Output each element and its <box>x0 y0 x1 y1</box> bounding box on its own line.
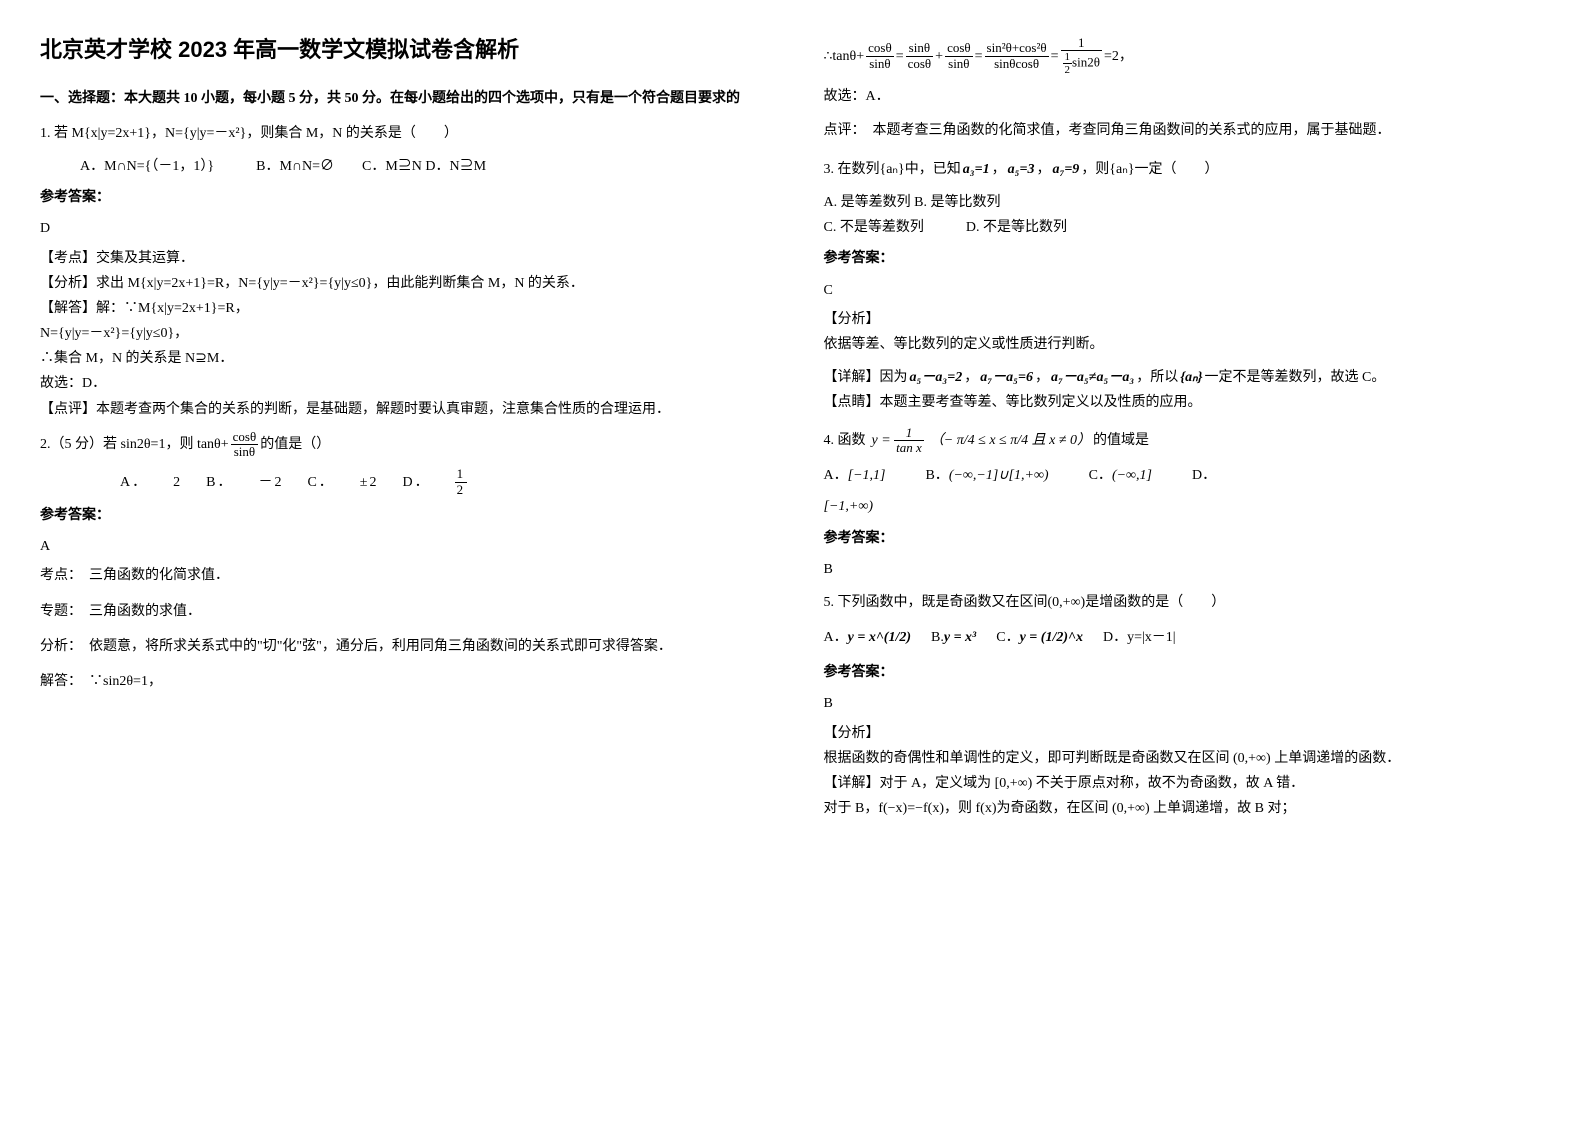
q2r-f1: cosθsinθ <box>866 41 894 71</box>
q1-stem: 1. 若 M{x|y=2x+1}，N={y|y=－x²}，则集合 M，N 的关系… <box>40 121 764 146</box>
q2-frac-den: sinθ <box>231 445 259 459</box>
q5-opts: A．y = x^(1/2) B.y = x³ C．y = (1/2)^x D．y… <box>824 625 1548 650</box>
q2r-dianping: 点评： 本题考查三角函数的化简求值，考查同角三角函数间的关系式的应用，属于基础题… <box>824 118 1548 143</box>
q2r-f4: sin²θ+cos²θsinθcosθ <box>985 41 1049 71</box>
q2-ans-label: 参考答案： <box>40 503 764 528</box>
section-1-head: 一、选择题：本大题共 10 小题，每小题 5 分，共 50 分。在每小题给出的四… <box>40 86 764 111</box>
q4-ans-label: 参考答案： <box>824 526 1548 551</box>
q1-jieda3: ∴集合 M，N 的关系是 N⊇M． <box>40 346 764 371</box>
q2-stem-a: 2.（5 分）若 sin2θ=1，则 tanθ+ <box>40 432 229 457</box>
q2r-f2: sinθcosθ <box>906 41 934 71</box>
q2r-formula: ∴tanθ+ cosθsinθ = sinθcosθ + cosθsinθ = … <box>824 36 1548 76</box>
q5-xjB: 对于 B，f(−x)=−f(x)，则 f(x)为奇函数，在区间 (0,+∞) 上… <box>824 796 1548 821</box>
q2r-f5: 1 12sin2θ <box>1061 36 1102 76</box>
q2-frac-num: cosθ <box>231 430 259 445</box>
q5-xjA: 【详解】对于 A，定义域为 [0,+∞) 不关于原点对称，故不为奇函数，故 A … <box>824 771 1548 796</box>
q2-optD-num: 1 <box>455 467 468 482</box>
q2-zhuanti: 专题： 三角函数的求值． <box>40 599 764 624</box>
q2-fenxi: 分析： 依题意，将所求关系式中的"切"化"弦"，通分后，利用同角三角函数间的关系… <box>40 634 764 659</box>
q2r-eq2: = <box>975 44 983 69</box>
left-column: 北京英才学校 2023 年高一数学文模拟试卷含解析 一、选择题：本大题共 10 … <box>40 30 764 1092</box>
q3-a5: a₅=3 <box>1008 157 1035 182</box>
q5-fenxi-h: 【分析】 <box>824 721 1548 746</box>
q2-ans: A <box>40 534 764 559</box>
q3-fenxi-h: 【分析】 <box>824 307 1548 332</box>
q3-optAB: A. 是等差数列 B. 是等比数列 <box>824 190 1548 215</box>
q3-ans-label: 参考答案： <box>824 246 1548 271</box>
q2-optD-den: 2 <box>455 483 468 497</box>
q2-optA: A． 2 <box>120 470 182 495</box>
q2r-pre: ∴tanθ+ <box>824 44 865 69</box>
q5-ans-label: 参考答案： <box>824 660 1548 685</box>
q2-optD-frac: 1 2 <box>455 467 468 497</box>
right-column: ∴tanθ+ cosθsinθ = sinθcosθ + cosθsinθ = … <box>824 30 1548 1092</box>
q3-stem-a: 3. 在数列{aₙ}中，已知 <box>824 157 961 182</box>
q1-jieda4: 故选：D． <box>40 371 764 396</box>
q2-options: A． 2 B． －2 C． ±2 D． 1 2 <box>120 467 764 497</box>
q2-stem: 2.（5 分）若 sin2θ=1，则 tanθ+ cosθ sinθ 的值是（） <box>40 430 764 460</box>
q1-options: A．M∩N={（－1，1）} B．M∩N=∅ C．M⊇N D．N⊇M <box>80 154 764 179</box>
q2-optC: C． ±2 <box>307 470 378 495</box>
q1-ans: D <box>40 216 764 241</box>
q1-dianping: 【点评】本题考查两个集合的关系的判断，是基础题，解题时要认真审题，注意集合性质的… <box>40 397 764 422</box>
q2-jieda: 解答： ∵sin2θ=1， <box>40 669 764 694</box>
q4-stem: 4. 函数 y = 1tan x （− π/4 ≤ x ≤ π/4 且 x ≠ … <box>824 426 1548 456</box>
q1-jieda1: 【解答】解：∵M{x|y=2x+1}=R， <box>40 296 764 321</box>
q4-optsABC: A．[−1,1] B．(−∞,−1]∪[1,+∞) C．(−∞,1] D． <box>824 463 1548 488</box>
page-title: 北京英才学校 2023 年高一数学文模拟试卷含解析 <box>40 30 764 70</box>
q3-ans: C <box>824 278 1548 303</box>
q2-kaodian: 考点： 三角函数的化简求值． <box>40 563 764 588</box>
q1-fenxi: 【分析】求出 M{x|y=2x+1}=R，N={y|y=－x²}={y|y≤0}… <box>40 271 764 296</box>
q3-xiangjie: 【详解】因为 a₅－a₃=2 ， a₇－a₅=6 ， a₇－a₅≠a₅－a₃ ，… <box>824 365 1548 390</box>
q3-a3: a₃=1 <box>963 157 990 182</box>
q2r-eq4: =2， <box>1104 44 1133 69</box>
q3-fenxi: 依据等差、等比数列的定义或性质进行判断。 <box>824 332 1548 357</box>
q2r-f3: cosθsinθ <box>945 41 973 71</box>
q5-fenxi: 根据函数的奇偶性和单调性的定义，即可判断既是奇函数又在区间 (0,+∞) 上单调… <box>824 746 1548 771</box>
q3-optCD: C. 不是等差数列 D. 不是等比数列 <box>824 215 1548 240</box>
q3-stem-b: ，则{aₙ}一定（ ） <box>1081 157 1218 182</box>
q4-optD-val: [−1,+∞) <box>824 494 1548 519</box>
q1-jieda2: N={y|y=－x²}={y|y≤0}， <box>40 321 764 346</box>
q2r-eq3: = <box>1051 44 1059 69</box>
q2r-guxuan: 故选：A． <box>824 84 1548 109</box>
q5-ans: B <box>824 691 1548 716</box>
q1-ans-label: 参考答案： <box>40 185 764 210</box>
q2-optD: D． <box>403 470 431 495</box>
q2-stem-b: 的值是（） <box>260 432 330 457</box>
q3-dianjing: 【点睛】本题主要考查等差、等比数列定义以及性质的应用。 <box>824 390 1548 415</box>
q2-frac: cosθ sinθ <box>231 430 259 460</box>
q1-kaodian: 【考点】交集及其运算． <box>40 246 764 271</box>
q2-optB: B． －2 <box>206 470 283 495</box>
q2r-eq1: = <box>896 44 904 69</box>
q5-stem: 5. 下列函数中，既是奇函数又在区间(0,+∞)是增函数的是（ ） <box>824 590 1548 615</box>
q3-a7: a₇=9 <box>1052 157 1079 182</box>
q2r-plus: + <box>935 44 943 69</box>
q3-stem: 3. 在数列{aₙ}中，已知 a₃=1 ， a₅=3 ， a₇=9 ，则{aₙ}… <box>824 157 1548 182</box>
q4-ans: B <box>824 557 1548 582</box>
